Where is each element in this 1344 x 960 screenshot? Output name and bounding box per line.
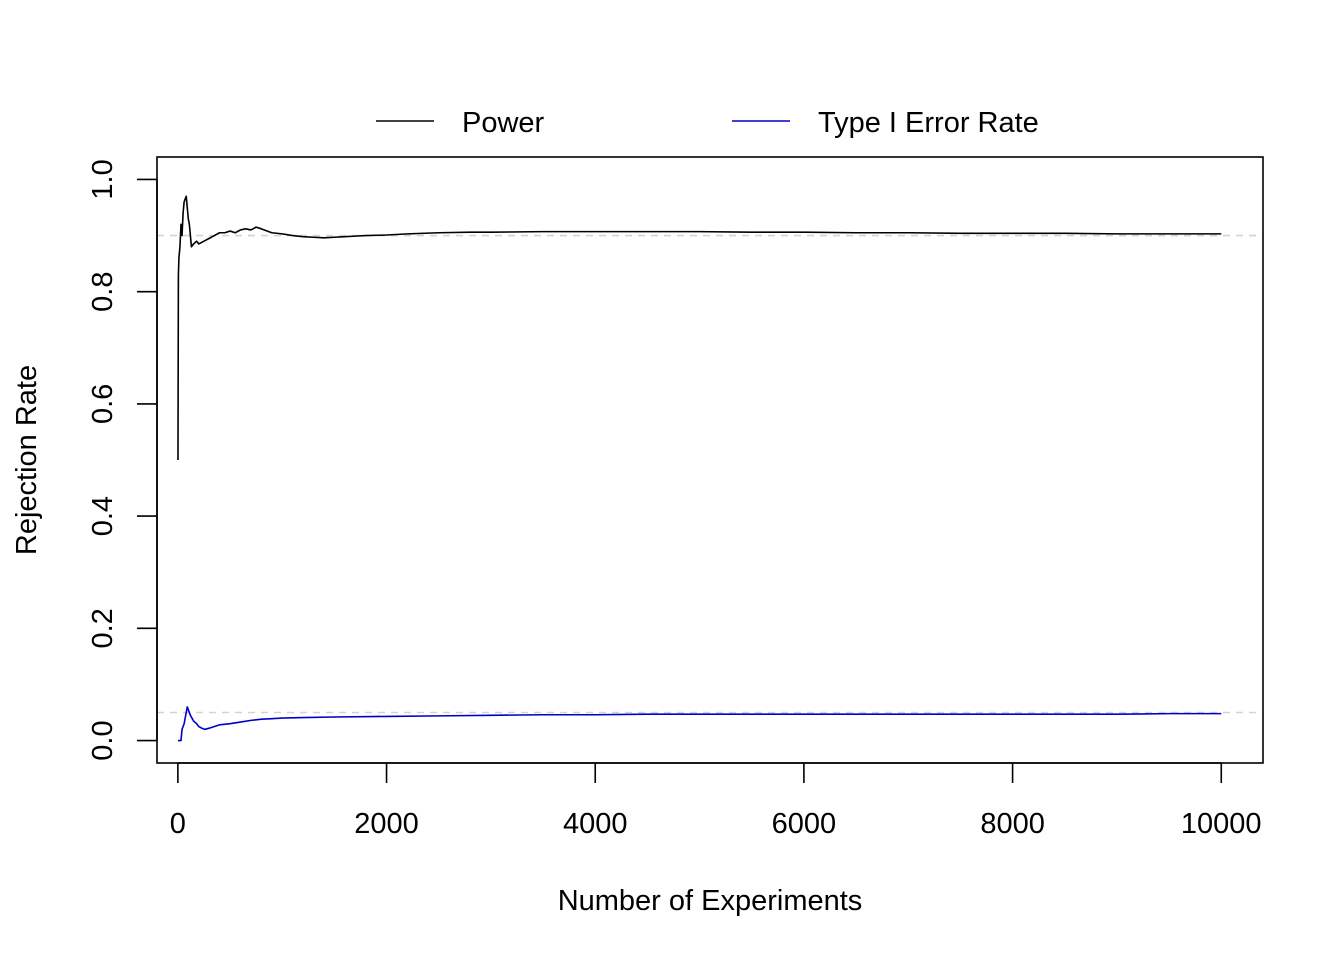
y-tick-label: 0.0 [87, 720, 119, 760]
series-line-1 [177, 706, 1222, 742]
x-tick-label: 6000 [772, 808, 837, 840]
y-axis-title: Rejection Rate [11, 365, 43, 555]
x-tick-label: 4000 [563, 808, 628, 840]
plot-frame [156, 156, 1264, 764]
series-line-0 [177, 195, 1222, 461]
legend-label: Power [462, 107, 545, 139]
y-tick-label: 0.4 [87, 496, 119, 536]
x-tick-label: 8000 [980, 808, 1045, 840]
series-layer [177, 195, 1222, 742]
x-tick-label: 10000 [1181, 808, 1262, 840]
y-axis: 0.0 0.2 0.4 0.6 0.8 1.0 [87, 159, 158, 761]
y-tick-label: 0.6 [87, 384, 119, 424]
x-axis: 0 2000 4000 6000 8000 10000 [170, 762, 1262, 840]
y-tick-label: 0.8 [87, 272, 119, 312]
x-axis-title: Number of Experiments [558, 885, 863, 917]
legend: Power Type I Error Rate [376, 107, 1039, 139]
y-tick-label: 0.2 [87, 608, 119, 648]
y-tick-label: 1.0 [87, 159, 119, 199]
x-tick-label: 2000 [354, 808, 419, 840]
x-tick-label: 0 [170, 808, 186, 840]
reference-lines [157, 234, 1263, 714]
legend-label: Type I Error Rate [818, 107, 1039, 139]
